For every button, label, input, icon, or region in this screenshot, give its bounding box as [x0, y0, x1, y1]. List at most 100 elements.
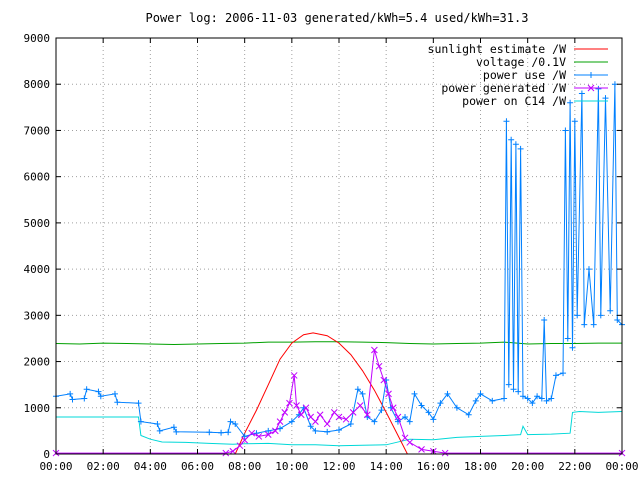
data-point [342, 415, 350, 423]
data-point [581, 321, 588, 328]
data-point [505, 381, 512, 388]
data-point [324, 428, 331, 435]
data-point [571, 118, 578, 125]
x-tick-label: 02:00 [87, 460, 120, 473]
data-point [534, 393, 541, 400]
x-tick-label: 20:00 [511, 460, 544, 473]
data-point [227, 418, 234, 425]
data-point [297, 411, 305, 419]
data-point [312, 427, 319, 434]
data-point [347, 420, 354, 427]
legend-entry: voltage /0.1V [476, 55, 608, 69]
series-line [56, 349, 622, 454]
y-tick-label: 1000 [24, 402, 51, 415]
data-point [236, 442, 244, 450]
y-tick-label: 7000 [24, 124, 51, 137]
data-point [290, 372, 298, 379]
y-tick-label: 5000 [24, 217, 51, 230]
x-tick-label: 06:00 [181, 460, 214, 473]
data-point [562, 127, 569, 134]
data-point [312, 418, 319, 425]
data-point [255, 433, 263, 440]
data-point [286, 399, 293, 407]
data-point [607, 307, 614, 314]
data-point [406, 418, 413, 425]
data-point [335, 413, 343, 421]
data-point [541, 316, 548, 323]
data-point [359, 390, 366, 397]
data-point [548, 395, 555, 402]
data-point [418, 402, 425, 409]
data-point [585, 266, 592, 273]
series-power-on-c14-w [56, 410, 623, 447]
data-point [538, 395, 545, 402]
data-point [441, 449, 449, 457]
data-point [69, 396, 76, 403]
data-point [453, 404, 460, 411]
data-point [425, 409, 432, 416]
data-point [173, 428, 180, 435]
data-point [248, 429, 256, 437]
data-point [508, 136, 515, 143]
data-point [406, 439, 414, 446]
data-point [232, 420, 239, 427]
legend-entry: power use /W [483, 68, 608, 82]
y-tick-label: 4000 [24, 263, 51, 276]
legend-marker [588, 72, 594, 78]
data-point [519, 393, 526, 400]
data-point [614, 316, 621, 323]
data-point [418, 446, 425, 453]
series-line [56, 410, 623, 447]
data-point [336, 426, 342, 433]
data-point [380, 376, 388, 384]
series-layer [52, 81, 626, 457]
data-point [567, 99, 574, 106]
x-tick-label: 16:00 [417, 460, 450, 473]
data-point [611, 81, 618, 88]
data-point [501, 395, 508, 402]
data-point [375, 362, 383, 370]
data-point [271, 427, 279, 435]
data-point [444, 390, 451, 397]
series-line [234, 332, 408, 455]
data-point [371, 418, 378, 425]
data-point [276, 418, 284, 425]
data-point [81, 395, 88, 402]
data-point [206, 429, 213, 436]
data-point [515, 388, 522, 395]
data-point [371, 346, 378, 354]
data-point [578, 90, 585, 97]
data-point [524, 395, 531, 402]
y-tick-label: 3000 [24, 309, 51, 322]
data-point [510, 386, 517, 393]
data-point [543, 397, 550, 404]
data-point [590, 321, 597, 328]
data-point [385, 390, 392, 398]
y-tick-label: 8000 [24, 78, 51, 91]
legend-label: power use /W [483, 68, 566, 82]
data-point [564, 335, 571, 342]
series-sunlight-estimate-w [234, 332, 408, 455]
legend-entry: power on C14 /W [462, 94, 608, 108]
data-point [389, 404, 397, 412]
data-point [265, 427, 272, 434]
chart-title: Power log: 2006-11-03 generated/kWh=5.4 … [146, 11, 529, 25]
series-power-generated-w [52, 346, 626, 457]
legend-label: power generated /W [441, 81, 566, 95]
x-tick-label: 14:00 [370, 460, 403, 473]
data-point [135, 400, 142, 407]
x-tick-label: 10:00 [275, 460, 308, 473]
data-point [517, 145, 524, 152]
data-point [402, 414, 409, 421]
data-point [602, 95, 609, 102]
data-point [97, 393, 104, 400]
data-point [569, 344, 576, 351]
series-voltage-0-1v [55, 341, 622, 346]
series-line [55, 341, 622, 346]
data-point [574, 312, 581, 319]
y-tick-label: 9000 [24, 32, 51, 45]
data-point [83, 386, 90, 393]
legend-label: voltage /0.1V [476, 55, 566, 69]
data-point [222, 449, 230, 457]
